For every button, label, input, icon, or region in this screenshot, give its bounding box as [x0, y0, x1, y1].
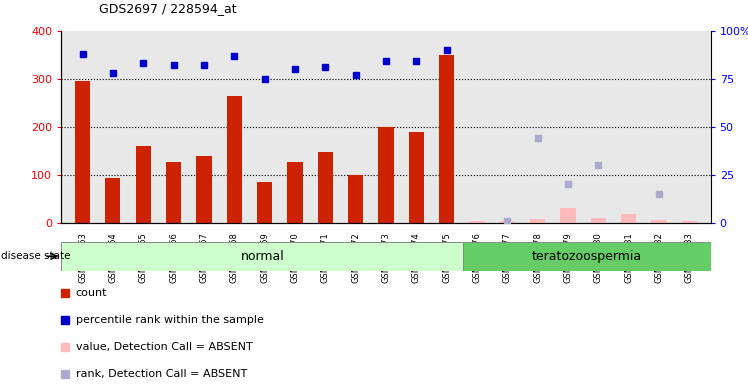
Bar — [591, 218, 606, 223]
Bar — [287, 162, 302, 223]
Bar — [530, 219, 545, 223]
Bar — [257, 182, 272, 223]
Bar — [463, 242, 711, 271]
Text: value, Detection Call = ABSENT: value, Detection Call = ABSENT — [76, 342, 252, 352]
Bar — [318, 152, 333, 223]
Bar — [61, 242, 463, 271]
Bar — [227, 96, 242, 223]
Bar — [652, 220, 666, 223]
Text: percentile rank within the sample: percentile rank within the sample — [76, 315, 263, 325]
Bar — [105, 178, 120, 223]
Bar — [75, 81, 91, 223]
Text: count: count — [76, 288, 107, 298]
Bar — [470, 221, 485, 223]
Bar — [196, 156, 212, 223]
Text: rank, Detection Call = ABSENT: rank, Detection Call = ABSENT — [76, 369, 247, 379]
Bar — [348, 175, 364, 223]
Bar — [166, 162, 181, 223]
Text: disease state: disease state — [1, 251, 70, 262]
Text: teratozoospermia: teratozoospermia — [532, 250, 642, 263]
Bar — [439, 55, 454, 223]
Bar — [135, 146, 151, 223]
Bar — [560, 208, 576, 223]
Bar — [621, 214, 637, 223]
Text: normal: normal — [240, 250, 284, 263]
Bar — [378, 127, 393, 223]
Bar — [681, 221, 697, 223]
Bar — [408, 131, 424, 223]
Text: GDS2697 / 228594_at: GDS2697 / 228594_at — [99, 2, 236, 15]
Bar — [500, 221, 515, 223]
